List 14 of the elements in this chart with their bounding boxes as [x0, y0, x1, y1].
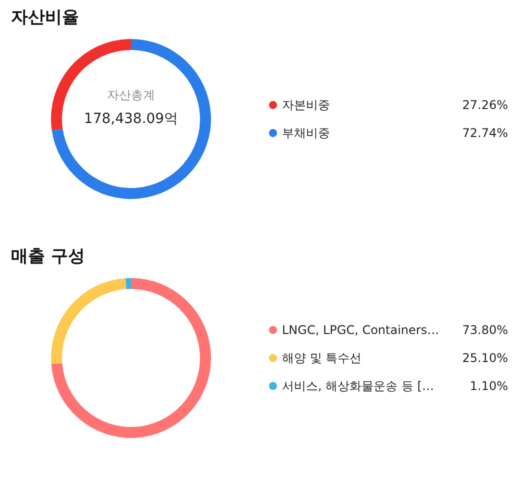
- data-label: 25.10%: [462, 351, 508, 365]
- legend-label: 부채비중: [282, 126, 330, 140]
- legend-label: 서비스, 해상화물운송 등 […: [282, 379, 434, 393]
- legend-label: 해양 및 특수선: [282, 351, 362, 365]
- legend-label: LNGC, LPGC, Containers…: [282, 323, 440, 337]
- data-label: 73.80%: [462, 323, 508, 337]
- data-label: 27.26%: [462, 98, 508, 112]
- chart-title: 매출 구성: [11, 246, 85, 266]
- text: 178,438.09억: [84, 111, 178, 127]
- legend-label: 자본비중: [282, 98, 330, 112]
- data-label: 72.74%: [462, 126, 508, 140]
- chart-title: 자산비율: [11, 8, 79, 28]
- data-label: 1.10%: [470, 379, 508, 393]
- text: 자산총계: [107, 88, 155, 102]
